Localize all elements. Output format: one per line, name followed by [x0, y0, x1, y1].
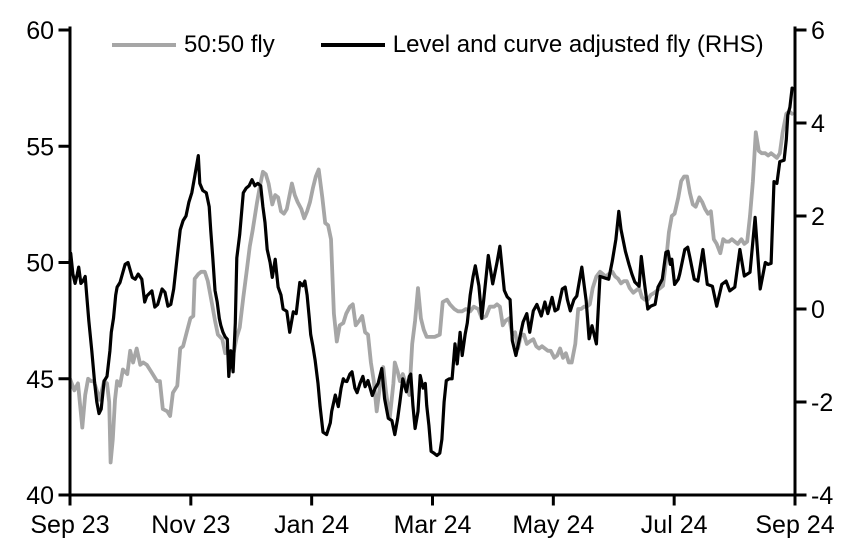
x-axis-tick-label: Jan 24: [274, 511, 349, 539]
right-axis-tick-label: 4: [811, 110, 825, 138]
left-axis-tick-label: 50: [26, 250, 54, 278]
x-axis-tick-label: Sep 24: [755, 511, 834, 539]
x-axis-tick-label: Mar 24: [394, 511, 472, 539]
x-axis-tick-label: Nov 23: [151, 511, 230, 539]
left-axis-tick-label: 60: [26, 17, 54, 45]
chart-legend: 50:50 fly Level and curve adjusted fly (…: [112, 33, 764, 57]
left-axis-tick-label: 45: [26, 366, 54, 394]
legend-swatch-level-curve-fly: [320, 43, 385, 47]
legend-swatch-5050-fly: [112, 43, 176, 47]
left-axis-tick-label: 40: [26, 482, 54, 510]
legend-label-level-curve-fly: Level and curve adjusted fly (RHS): [392, 31, 764, 58]
right-axis-tick-label: -2: [811, 389, 833, 417]
left-axis-tick-label: 55: [26, 133, 54, 161]
right-axis-tick-label: -4: [811, 482, 833, 510]
legend-item-level-curve-fly: Level and curve adjusted fly (RHS): [320, 31, 764, 58]
legend-label-5050-fly: 50:50 fly: [184, 31, 275, 58]
x-axis-tick-label: Jul 24: [641, 511, 708, 539]
right-axis-tick-label: 2: [811, 203, 825, 231]
series-level-curve-adjusted-fly-line: [68, 86, 794, 458]
x-axis-tick-label: Sep 23: [30, 511, 109, 539]
x-axis-tick-label: May 24: [512, 511, 594, 539]
legend-item-5050-fly: 50:50 fly: [112, 33, 275, 57]
right-axis-tick-label: 6: [811, 17, 825, 45]
right-axis-tick-label: 0: [811, 296, 825, 324]
series-5050-fly-line: [68, 109, 794, 465]
